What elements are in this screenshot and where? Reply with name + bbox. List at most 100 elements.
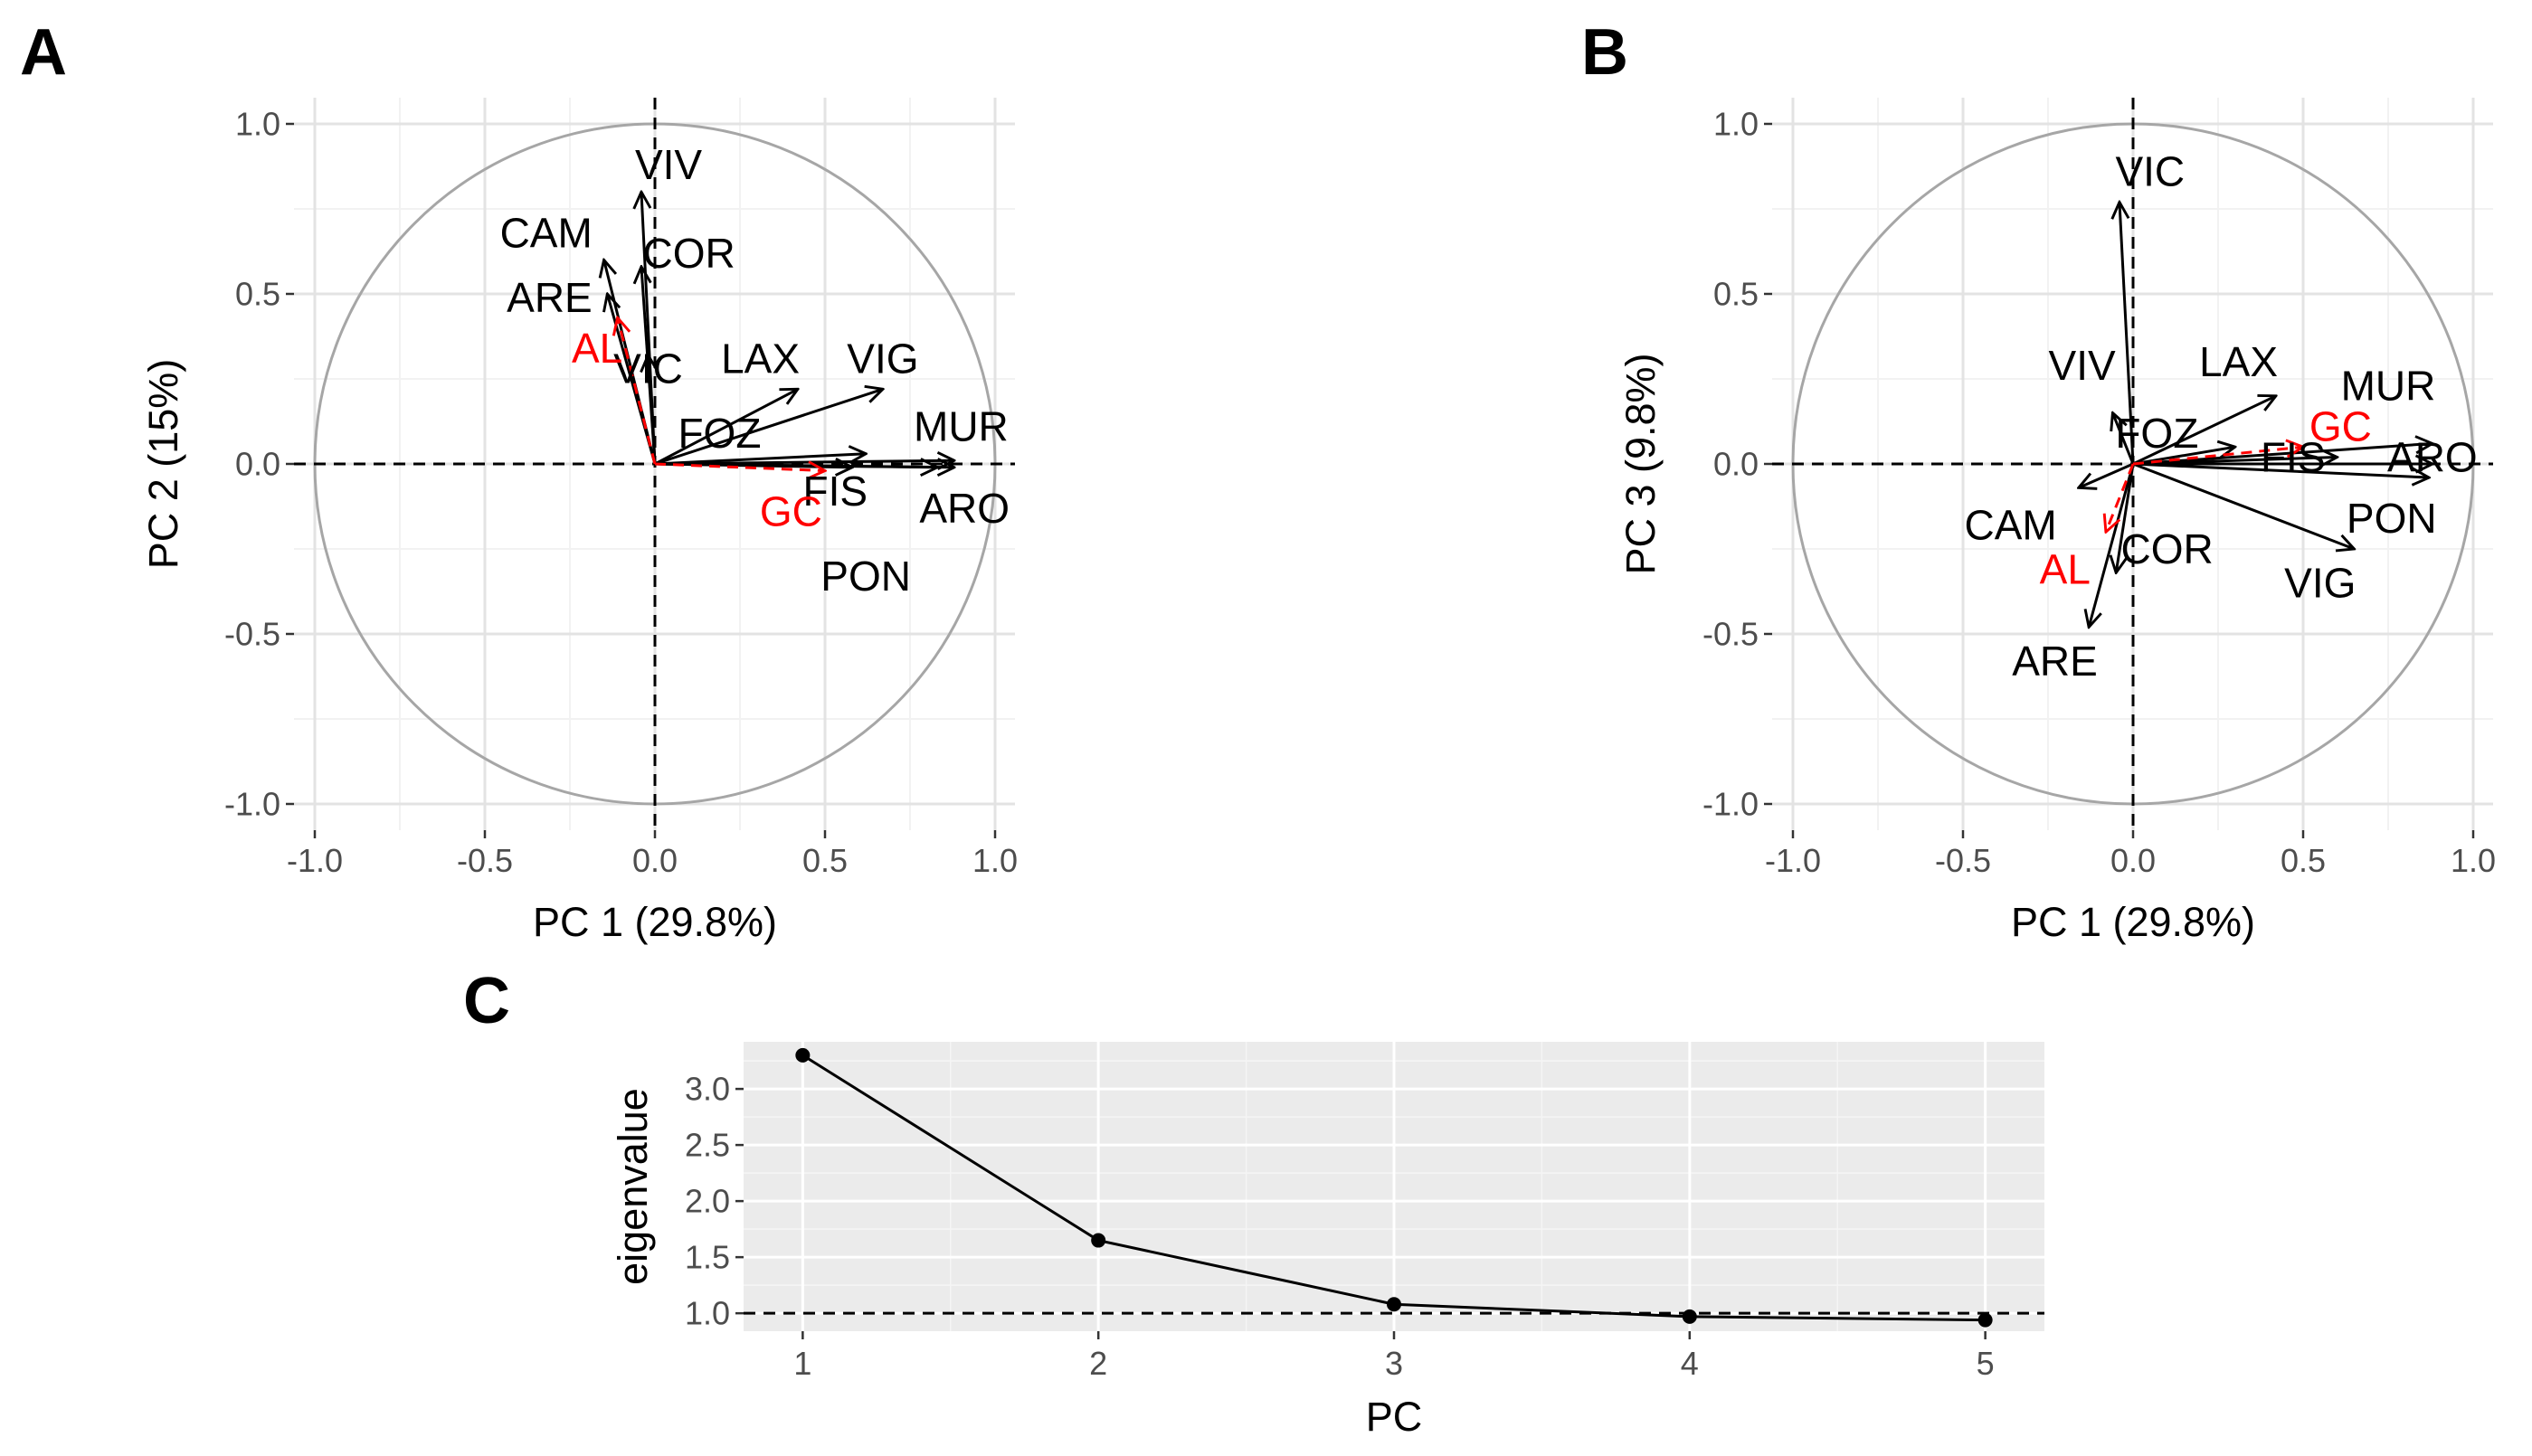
scree-x-tick-label: 2: [1089, 1345, 1107, 1382]
scree-x-tick-label: 5: [1977, 1345, 1995, 1382]
panel-a-arrow-lax: [654, 389, 798, 466]
panel-a-x-tick-label: 1.0: [972, 842, 1018, 879]
panel-a-y-tick-label: -0.5: [224, 616, 280, 653]
panel-a-label-aro: ARO: [919, 485, 1010, 532]
panel-b-arrow-foz: [2132, 447, 2235, 466]
panel-c-x-axis-title: PC: [1366, 1394, 1423, 1440]
panel-letter-c: C: [463, 965, 510, 1037]
panel-a-arrow-vic: [648, 355, 655, 465]
panel-b-x-tick-label: 0.5: [2281, 842, 2326, 879]
panel-b-y-tick-label: 0.5: [1713, 276, 1759, 313]
panel-c-grid: [744, 1042, 2044, 1331]
panel-b-x-axis-title: PC 1 (29.8%): [2011, 899, 2255, 945]
eigenvalue-points: [795, 1047, 1993, 1328]
scree-y-tick-label: 2.5: [685, 1127, 730, 1164]
panel-b-label-al: AL: [2040, 546, 2091, 593]
pca-panel-a: VIV CAM COR ARE VIC LAX VIG FOZ MUR ARO FIS PON AL GC…: [140, 98, 1018, 945]
panel-a-label-vig: VIG: [847, 335, 918, 382]
panel-b-label-vic: VIC: [2115, 148, 2185, 195]
eigenvalue-point-pc-4: [1682, 1309, 1697, 1324]
panel-b-label-cor: COR: [2120, 525, 2213, 572]
panel-b-arrow-are: [2089, 463, 2135, 627]
panel-a-label-cor: COR: [642, 230, 735, 277]
panel-b-arrow-gc: [2132, 447, 2303, 466]
panel-a-x-tick-label: 0.5: [802, 842, 848, 879]
panel-b-x-tick-label: 0.0: [2110, 842, 2156, 879]
eigenvalue-point-pc-1: [795, 1047, 811, 1063]
panel-a-label-gc: GC: [760, 488, 822, 535]
panel-b-y-tick-label: 1.0: [1713, 106, 1759, 143]
scree-y-tick-label: 1.0: [685, 1295, 730, 1332]
eigenvalue-point-pc-5: [1977, 1312, 1993, 1328]
scree-y-tick-label: 1.5: [685, 1239, 730, 1276]
panel-c-y-axis-title: eigenvalue: [610, 1088, 656, 1285]
panel-a-label-pon: PON: [820, 553, 911, 600]
panel-a-label-lax: LAX: [721, 335, 800, 382]
panel-b-y-axis-title: PC 3 (9.8%): [1617, 353, 1664, 574]
panel-a-label-vic: VIC: [613, 345, 683, 392]
panel-a-label-foz: FOZ: [678, 410, 761, 457]
panel-a-y-axis-title: PC 2 (15%): [140, 359, 186, 570]
panel-b-x-tick-label: -0.5: [1935, 842, 1991, 879]
panel-b-label-aro: ARO: [2387, 433, 2478, 480]
scree-plot-panel-c: 1 2 3 4 5 1.0 1.5 2.0 2.5 3.0 PC eigenvalue: [610, 1042, 2044, 1440]
panel-a-variable-labels: VIV CAM COR ARE VIC LAX VIG FOZ MUR ARO FIS PON AL GC: [500, 141, 1010, 600]
panel-b-y-tick-label: -1.0: [1702, 786, 1759, 823]
scree-y-tick-label: 2.0: [685, 1183, 730, 1220]
panel-b-arrow-pon: [2132, 462, 2429, 477]
panel-b-arrow-vic: [2119, 202, 2135, 465]
panel-b-arrow-vig: [2132, 462, 2354, 549]
panel-b-label-lax: LAX: [2199, 338, 2278, 385]
scree-y-tick-label: 3.0: [685, 1071, 730, 1108]
panel-b-x-tick-label: -1.0: [1765, 842, 1821, 879]
panel-b-arrows: [2079, 202, 2432, 627]
eigenvalue-point-pc-2: [1091, 1233, 1106, 1248]
panel-b-arrow-cam: [2079, 462, 2134, 487]
panel-a-arrows: [604, 192, 954, 470]
panel-a-x-tick-label: -1.0: [287, 842, 343, 879]
panel-a-arrow-vig: [654, 389, 883, 466]
panel-a-x-axis-title: PC 1 (29.8%): [533, 899, 777, 945]
panel-b-label-are: ARE: [2012, 638, 2098, 685]
panel-b-label-gc: GC: [2309, 403, 2372, 450]
panel-a-label-mur: MUR: [914, 403, 1009, 450]
panel-a-ticks: -1.0 -0.5 0.0 0.5 1.0 -1.0 -0.5 0.0 0.5 1.0: [224, 106, 1018, 880]
panel-a-arrow-gc: [654, 464, 825, 471]
panel-a-label-fis: FIS: [802, 468, 868, 515]
panel-letter-a: A: [20, 16, 67, 89]
panel-b-arrow-cor: [2116, 463, 2135, 572]
panel-b-label-pon: PON: [2347, 495, 2437, 542]
panel-b-arrow-al: [2106, 463, 2135, 532]
panel-a-x-tick-label: -0.5: [457, 842, 513, 879]
panel-b-label-viv: VIV: [2049, 342, 2116, 389]
panel-c-ticks: 1 2 3 4 5 1.0 1.5 2.0 2.5 3.0: [685, 1071, 1995, 1382]
panel-b-x-tick-label: 1.0: [2451, 842, 2496, 879]
panel-b-y-tick-label: 0.0: [1713, 446, 1759, 483]
eigenvalue-point-pc-3: [1387, 1297, 1401, 1312]
panel-b-arrow-mur: [2132, 443, 2432, 466]
panel-a-y-tick-label: 1.0: [235, 106, 280, 143]
panel-b-label-mur: MUR: [2341, 363, 2436, 410]
panel-a-y-tick-label: 0.0: [235, 446, 280, 483]
panel-a-label-viv: VIV: [635, 141, 702, 188]
panel-letter-b: B: [1581, 16, 1628, 89]
panel-a-label-al: AL: [572, 325, 622, 372]
panel-a-x-tick-label: 0.0: [632, 842, 678, 879]
panel-b-y-tick-label: -0.5: [1702, 616, 1759, 653]
panel-a-arrow-al: [618, 317, 657, 465]
panel-a-y-tick-label: -1.0: [224, 786, 280, 823]
panel-b-arrow-viv: [2112, 413, 2135, 465]
panel-b-label-cam: CAM: [1965, 502, 2057, 549]
panel-a-y-tick-label: 0.5: [235, 276, 280, 313]
panel-a-label-cam: CAM: [500, 209, 593, 256]
panel-b-arrow-lax: [2132, 396, 2276, 466]
panel-b-ticks: -1.0 -0.5 0.0 0.5 1.0 -1.0 -0.5 0.0 0.5 1.0: [1702, 106, 2496, 880]
panel-b-label-vig: VIG: [2284, 560, 2356, 607]
panel-b-label-foz: FOZ: [2115, 410, 2198, 457]
scree-x-tick-label: 4: [1681, 1345, 1699, 1382]
panel-b-label-fis: FIS: [2261, 433, 2326, 480]
panel-a-label-are: ARE: [507, 274, 593, 321]
